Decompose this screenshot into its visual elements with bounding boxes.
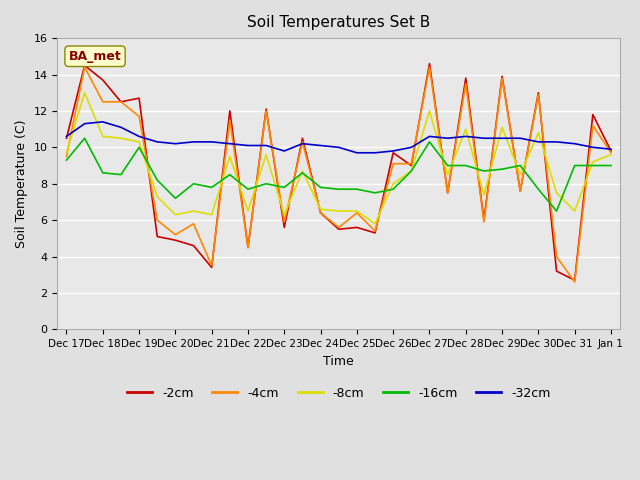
Text: BA_met: BA_met: [68, 50, 122, 63]
Legend: -2cm, -4cm, -8cm, -16cm, -32cm: -2cm, -4cm, -8cm, -16cm, -32cm: [122, 382, 556, 405]
Title: Soil Temperatures Set B: Soil Temperatures Set B: [247, 15, 430, 30]
Y-axis label: Soil Temperature (C): Soil Temperature (C): [15, 120, 28, 248]
X-axis label: Time: Time: [323, 355, 354, 368]
